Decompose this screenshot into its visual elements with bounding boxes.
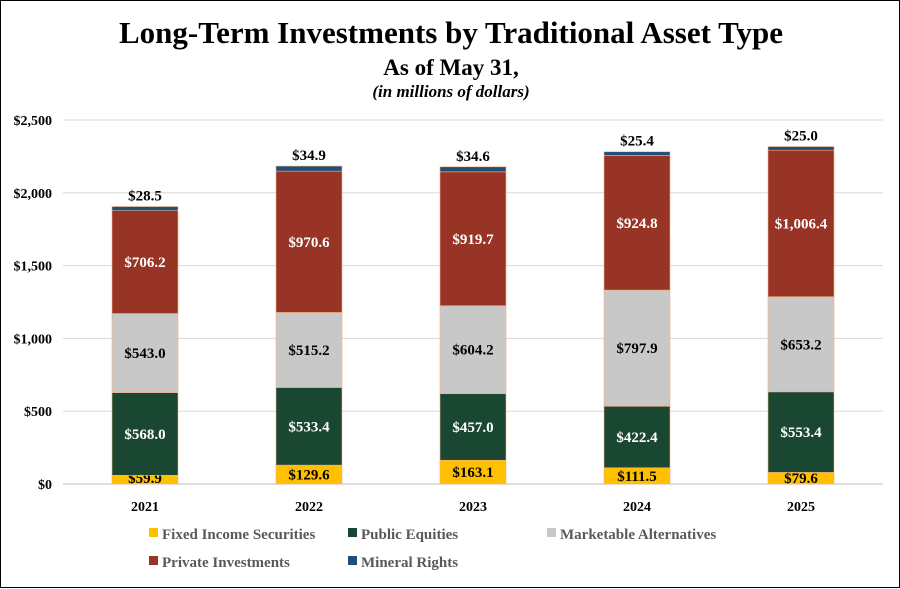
bar-segment <box>111 206 179 211</box>
data-label: $79.6 <box>784 471 818 487</box>
data-label: $457.0 <box>452 420 493 436</box>
bar-segment <box>767 391 835 473</box>
bar-segment <box>439 171 507 307</box>
legend-label: Mineral Rights <box>361 555 458 571</box>
legend-swatch <box>149 528 158 537</box>
data-label: $422.4 <box>616 430 658 446</box>
x-tick-label: 2025 <box>787 500 815 515</box>
bar-segment <box>275 165 343 172</box>
data-label: $553.4 <box>780 425 822 441</box>
y-tick-label: $2,000 <box>14 187 53 202</box>
data-label: $515.2 <box>288 343 329 359</box>
y-tick-label: $1,000 <box>14 332 53 347</box>
data-label: $653.2 <box>780 337 821 353</box>
y-tick-label: $2,500 <box>14 114 53 129</box>
legend-swatch <box>149 556 158 565</box>
bar-segment <box>439 166 507 173</box>
data-label: $129.6 <box>288 468 330 484</box>
bars: $59.9$568.0$543.0$706.2$28.5$129.6$533.4… <box>111 129 835 487</box>
legend-label: Private Investments <box>162 555 290 571</box>
data-label: $568.0 <box>124 427 165 443</box>
y-tick-label: $500 <box>24 405 52 420</box>
data-label: $970.6 <box>288 235 330 251</box>
x-tick-label: 2022 <box>295 500 323 515</box>
x-tick-label: 2023 <box>459 500 487 515</box>
legend: Fixed Income Securities Public Equities Ma… <box>149 527 716 571</box>
bar-segment <box>603 405 671 469</box>
bar-segment <box>603 151 671 156</box>
data-label: $163.1 <box>452 465 493 481</box>
y-tick-label: $0 <box>38 478 52 493</box>
chart-subtitle: As of May 31, <box>383 55 518 80</box>
data-label: $111.5 <box>617 469 657 485</box>
bar-segment <box>111 392 179 476</box>
data-label: $25.4 <box>620 134 654 150</box>
data-label: $28.5 <box>128 189 162 205</box>
data-label: $34.6 <box>456 149 490 165</box>
bar-segment <box>767 146 835 151</box>
bar-segment <box>275 387 343 466</box>
chart-subtitle-units: (in millions of dollars) <box>372 82 529 101</box>
y-tick-label: $1,500 <box>14 260 53 275</box>
legend-label: Fixed Income Securities <box>162 527 315 543</box>
bar-segment <box>439 305 507 395</box>
x-tick-label: 2024 <box>623 500 651 515</box>
bar-segment <box>439 393 507 461</box>
data-label: $1,006.4 <box>775 216 828 232</box>
data-label: $543.0 <box>124 346 165 362</box>
legend-label: Public Equities <box>361 527 458 543</box>
legend-swatch <box>348 556 357 565</box>
legend-label: Marketable Alternatives <box>560 527 716 543</box>
data-label: $924.8 <box>616 216 657 232</box>
data-label: $25.0 <box>784 129 818 145</box>
data-label: $706.2 <box>124 255 165 271</box>
data-label: $604.2 <box>452 343 493 359</box>
legend-swatch <box>348 528 357 537</box>
data-label: $919.7 <box>452 232 494 248</box>
data-label: $797.9 <box>616 341 657 357</box>
bar-segment <box>275 312 343 388</box>
bar-segment <box>767 149 835 298</box>
bar-segment <box>603 289 671 407</box>
bar-segment <box>603 155 671 291</box>
y-axis: $0 $500 $1,000 $1,500 $2,000 $2,500 <box>14 114 53 493</box>
data-label: $34.9 <box>292 148 326 164</box>
chart-title: Long-Term Investments by Traditional Ass… <box>119 15 783 50</box>
legend-swatch <box>547 528 556 537</box>
x-tick-label: 2021 <box>131 500 159 515</box>
bar-segment <box>767 296 835 393</box>
x-axis: 2021 2022 2023 2024 2025 <box>131 500 815 515</box>
data-label: $533.4 <box>288 419 330 435</box>
